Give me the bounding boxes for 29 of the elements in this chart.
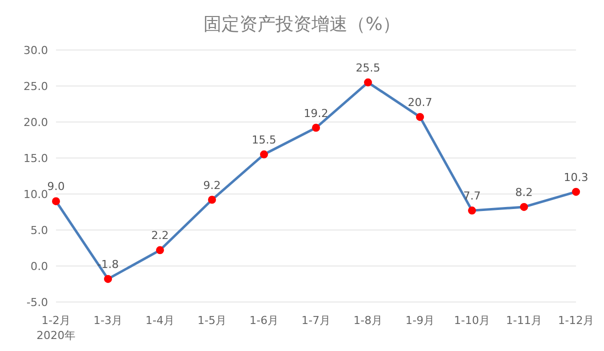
data-label: 20.7 <box>408 96 432 109</box>
y-tick-label: -5.0 <box>26 296 48 309</box>
x-tick-label: 1-6月 <box>250 314 278 327</box>
x-tick-label: 1-12月 <box>558 314 594 327</box>
y-tick-label: 15.0 <box>24 152 48 165</box>
y-tick-label: 10.0 <box>24 188 48 201</box>
data-label: 10.3 <box>564 170 588 184</box>
y-tick-label: 20.0 <box>24 116 48 129</box>
data-label: 8.2 <box>515 186 533 199</box>
y-tick-label: 30.0 <box>24 44 48 57</box>
y-tick-label: 25.0 <box>24 80 48 93</box>
x-tick-label: 1-11月 <box>506 314 542 327</box>
data-label: 9.2 <box>203 178 221 192</box>
y-tick-label: 5.0 <box>30 224 48 237</box>
x-tick-label: 1-8月 <box>354 314 382 327</box>
x-tick-label: 1-9月 <box>406 314 434 327</box>
data-label: 15.5 <box>252 133 276 146</box>
data-label: 9.0 <box>47 180 65 194</box>
x-tick-label: 1-10月 <box>454 314 490 327</box>
y-tick-label: 0.0 <box>30 260 48 273</box>
data-label: 25.5 <box>356 61 380 74</box>
x-tick-label: 1-5月 <box>198 314 226 327</box>
data-label: 2.2 <box>151 229 169 242</box>
x-tick-label: 1-7月 <box>302 314 330 327</box>
chart-title: 固定资产投资增速（%） <box>202 13 402 37</box>
x-tick-label: 1-2月 2020年 <box>36 314 76 342</box>
x-tick-label: 1-4月 <box>146 314 174 327</box>
x-tick-label: 1-3月 <box>94 314 122 327</box>
data-label: 19.2 <box>304 106 328 120</box>
